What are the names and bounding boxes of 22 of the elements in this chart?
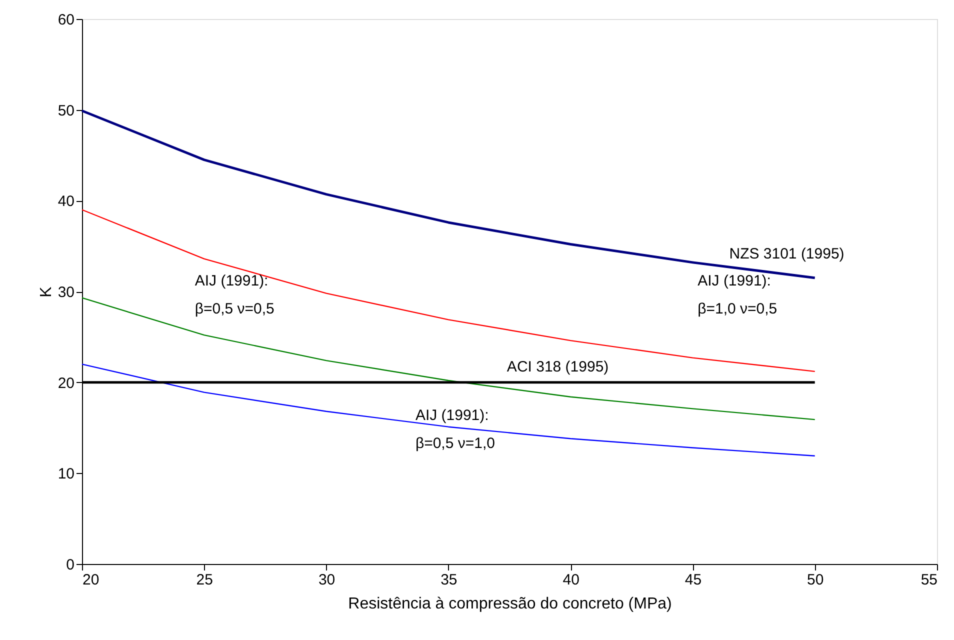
annotation: ACI 318 (1995) [506,358,609,376]
y-tick-label: 10 [58,466,74,483]
y-tick-label: 20 [58,374,74,392]
x-tick-label: 35 [440,572,458,588]
x-axis-title: Resistência à compressão do concreto (MPa) [348,596,672,612]
y-axis-title: K [38,286,55,298]
annotation: AIJ (1991): β=0,5 ν=1,0 [415,407,495,452]
x-tick-label: 55 [920,572,938,588]
x-tick-label: 40 [562,572,580,588]
y-tick-label: 50 [58,102,74,120]
x-tick-label: 25 [196,572,213,588]
y-tick-label: 0 [66,556,74,574]
y-tick-label: 40 [58,193,74,210]
y-tick-label: 60 [58,12,74,28]
annotation: AIJ (1991): β=0,5 ν=0,5 [194,272,274,318]
y-tick-label: 30 [58,284,74,301]
annotation: NZS 3101 (1995) [729,245,844,262]
x-tick-label: 50 [807,572,824,588]
x-tick-label: 45 [684,572,702,588]
x-tick-label: 30 [318,572,336,588]
x-tick-label: 20 [82,572,100,588]
annotation: AIJ (1991): β=1,0 ν=0,5 [698,272,778,318]
